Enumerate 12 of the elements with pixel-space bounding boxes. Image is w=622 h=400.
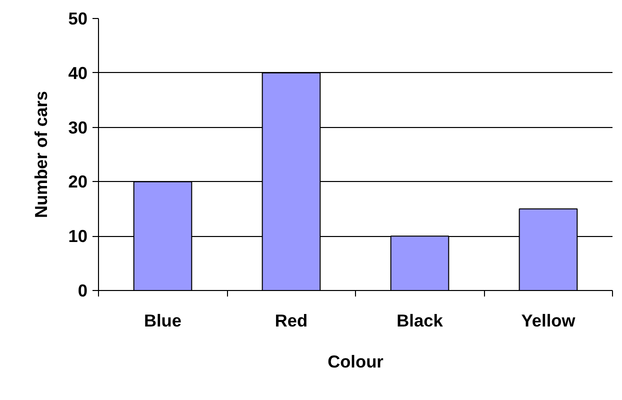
y-tick-label: 10 [68,226,88,246]
x-tick-label: Blue [144,310,182,330]
y-tick-label: 0 [78,280,88,300]
y-tick-label: 30 [68,117,88,138]
y-tick-label: 40 [68,62,88,83]
x-tick-label: Yellow [521,310,576,330]
x-axis-title: Colour [328,352,384,372]
x-tick-label: Red [274,310,308,330]
y-tick-label: 20 [68,172,88,192]
y-axis-title: Number of cars [31,90,52,218]
y-tick-label: 50 [68,8,88,28]
x-tick-label: Black [396,310,444,330]
